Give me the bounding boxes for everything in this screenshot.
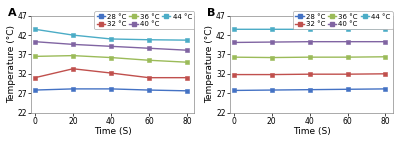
Text: B: B	[207, 8, 215, 18]
Legend: 28 °C, 32 °C, 36 °C, 40 °C, 44 °C: 28 °C, 32 °C, 36 °C, 40 °C, 44 °C	[293, 11, 393, 29]
Legend: 28 °C, 32 °C, 36 °C, 40 °C, 44 °C: 28 °C, 32 °C, 36 °C, 40 °C, 44 °C	[94, 11, 194, 29]
Y-axis label: Temperature (°C): Temperature (°C)	[206, 25, 214, 103]
X-axis label: Time (S): Time (S)	[292, 127, 330, 136]
Y-axis label: Temperature (°C): Temperature (°C)	[7, 25, 16, 103]
Text: A: A	[8, 8, 17, 18]
X-axis label: Time (S): Time (S)	[94, 127, 132, 136]
